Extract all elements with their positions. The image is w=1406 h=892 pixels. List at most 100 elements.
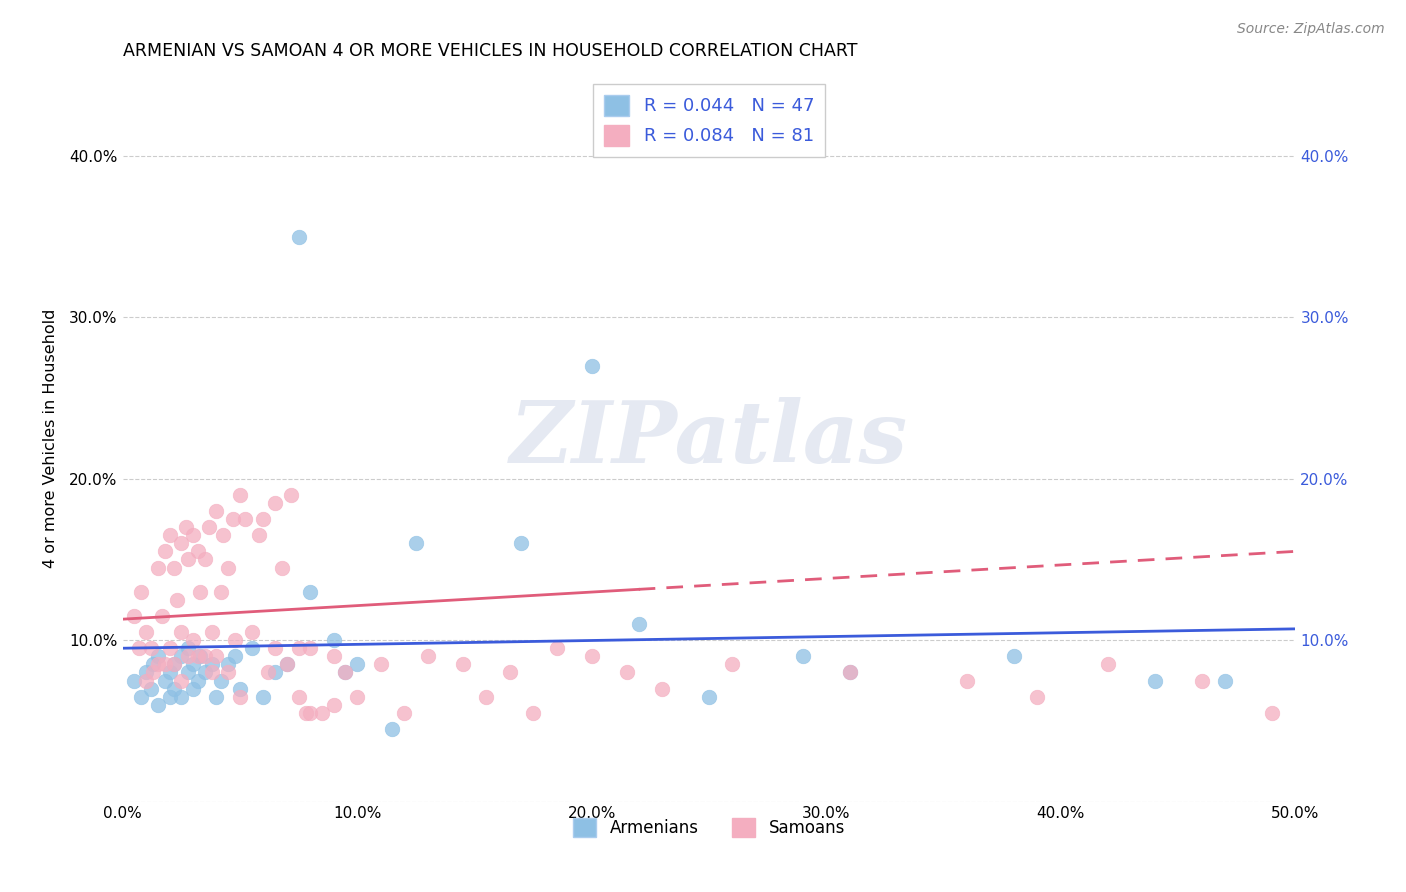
Point [142,657,165,672]
Point [1261,706,1284,720]
Point [159,665,181,680]
Point [153,544,176,558]
Point [209,584,232,599]
Point [163,681,186,696]
Point [194,665,217,680]
Point [276,657,298,672]
Point [792,649,814,664]
Point [392,706,415,720]
Y-axis label: 4 or more Vehicles in Household: 4 or more Vehicles in Household [44,309,58,568]
Point [299,641,322,656]
Point [247,528,270,542]
Point [1191,673,1213,688]
Point [163,657,186,672]
Point [229,488,252,502]
Point [1097,657,1119,672]
Point [322,633,344,648]
Point [194,552,217,566]
Point [187,649,209,664]
Point [217,560,239,574]
Point [124,673,146,688]
Point [146,657,169,672]
Point [188,584,211,599]
Point [135,673,157,688]
Point [170,625,193,640]
Point [381,722,404,736]
Point [627,617,650,632]
Point [212,528,235,542]
Point [264,665,287,680]
Point [287,690,309,704]
Point [475,690,498,704]
Point [271,560,294,574]
Point [1143,673,1166,688]
Point [205,504,228,518]
Point [299,706,322,720]
Point [322,698,344,712]
Point [201,657,224,672]
Point [233,512,256,526]
Point [174,520,197,534]
Point [335,665,357,680]
Point [1026,690,1049,704]
Point [252,512,274,526]
Point [131,690,153,704]
Point [177,665,200,680]
Point [335,665,357,680]
Point [581,649,603,664]
Text: ARMENIAN VS SAMOAN 4 OR MORE VEHICLES IN HOUSEHOLD CORRELATION CHART: ARMENIAN VS SAMOAN 4 OR MORE VEHICLES IN… [122,42,858,60]
Point [956,673,979,688]
Point [139,681,162,696]
Point [152,609,174,624]
Legend: Armenians, Samoans: Armenians, Samoans [567,812,852,844]
Text: Source: ZipAtlas.com: Source: ZipAtlas.com [1237,22,1385,37]
Point [163,657,186,672]
Point [209,673,232,688]
Point [224,633,246,648]
Point [240,641,263,656]
Point [188,649,211,664]
Point [1002,649,1025,664]
Point [170,649,193,664]
Point [257,665,280,680]
Point [287,641,309,656]
Point [205,690,228,704]
Point [187,544,209,558]
Text: ZIPatlas: ZIPatlas [510,397,908,480]
Point [294,706,316,720]
Point [124,609,146,624]
Point [142,665,165,680]
Point [651,681,673,696]
Point [229,681,252,696]
Point [177,641,200,656]
Point [181,681,204,696]
Point [177,649,200,664]
Point [240,625,263,640]
Point [159,528,181,542]
Point [299,584,322,599]
Point [166,592,188,607]
Point [311,706,333,720]
Point [135,665,157,680]
Point [581,359,603,373]
Point [416,649,439,664]
Point [217,665,239,680]
Point [264,496,287,510]
Point [177,552,200,566]
Point [146,649,169,664]
Point [322,649,344,664]
Point [159,690,181,704]
Point [280,488,302,502]
Point [201,625,224,640]
Point [170,673,193,688]
Point [146,560,169,574]
Point [187,673,209,688]
Point [1213,673,1236,688]
Point [201,665,224,680]
Point [153,673,176,688]
Point [222,512,245,526]
Point [838,665,860,680]
Point [217,657,239,672]
Point [181,528,204,542]
Point [181,633,204,648]
